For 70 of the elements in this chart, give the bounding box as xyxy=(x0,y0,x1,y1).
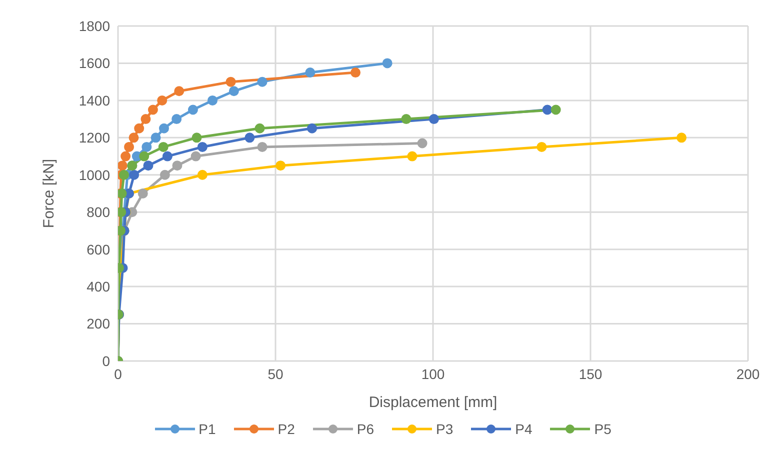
point xyxy=(407,151,418,162)
y-tick-label: 1000 xyxy=(78,166,110,183)
point xyxy=(401,114,412,124)
point xyxy=(148,104,158,115)
point xyxy=(307,123,318,134)
point xyxy=(192,132,202,143)
point xyxy=(257,76,268,87)
point xyxy=(428,114,439,124)
x-axis-title: Displacement [mm] xyxy=(368,394,498,411)
point xyxy=(382,58,392,68)
point xyxy=(676,132,687,143)
point xyxy=(143,160,154,171)
y-tick-label: 400 xyxy=(86,278,110,295)
legend-label: P2 xyxy=(278,421,295,437)
point xyxy=(158,142,168,152)
point xyxy=(417,138,428,148)
legend-label: P4 xyxy=(515,421,532,437)
x-tick-label: 150 xyxy=(578,366,602,382)
point xyxy=(244,132,255,143)
point xyxy=(536,142,547,152)
x-tick-label: 200 xyxy=(736,366,760,382)
point xyxy=(228,86,239,96)
y-tick-label: 1800 xyxy=(78,18,110,34)
point xyxy=(197,142,208,152)
x-tick-label: 50 xyxy=(268,366,284,382)
point xyxy=(124,142,134,152)
x-tick-label: 0 xyxy=(114,366,122,382)
x-tick-label: 100 xyxy=(421,366,445,382)
point xyxy=(138,188,148,198)
legend-label: P5 xyxy=(594,421,612,437)
legend-label: P3 xyxy=(436,421,454,437)
y-tick-label: 800 xyxy=(86,204,110,220)
legend-label: P1 xyxy=(198,421,216,437)
point xyxy=(118,170,129,180)
point xyxy=(129,170,140,180)
legend-label: P6 xyxy=(356,421,374,437)
y-tick-label: 0 xyxy=(102,352,110,369)
point xyxy=(208,95,218,106)
point xyxy=(172,160,182,171)
point xyxy=(158,123,169,134)
point xyxy=(174,86,184,96)
point xyxy=(120,151,131,162)
point xyxy=(128,132,139,143)
point xyxy=(134,123,144,134)
point xyxy=(254,123,265,134)
point xyxy=(140,114,151,124)
y-tick-label: 600 xyxy=(86,241,110,258)
point xyxy=(157,95,168,106)
y-tick-label: 1200 xyxy=(78,130,110,146)
point xyxy=(257,142,268,152)
y-tick-label: 1600 xyxy=(78,55,110,72)
point xyxy=(150,132,161,143)
point xyxy=(305,68,316,78)
point xyxy=(542,104,552,115)
y-tick-label: 200 xyxy=(86,316,110,332)
point xyxy=(160,170,170,180)
y-tick-label: 1400 xyxy=(78,92,110,108)
point xyxy=(139,151,150,162)
point xyxy=(276,160,286,171)
point xyxy=(162,151,172,162)
point xyxy=(226,76,236,87)
y-axis-title: Force [kN] xyxy=(40,158,58,228)
point xyxy=(142,142,152,152)
point xyxy=(118,160,128,171)
point xyxy=(172,114,182,124)
point xyxy=(350,68,361,78)
point xyxy=(550,104,561,115)
point xyxy=(197,170,208,180)
point xyxy=(188,104,198,115)
point xyxy=(190,151,201,162)
